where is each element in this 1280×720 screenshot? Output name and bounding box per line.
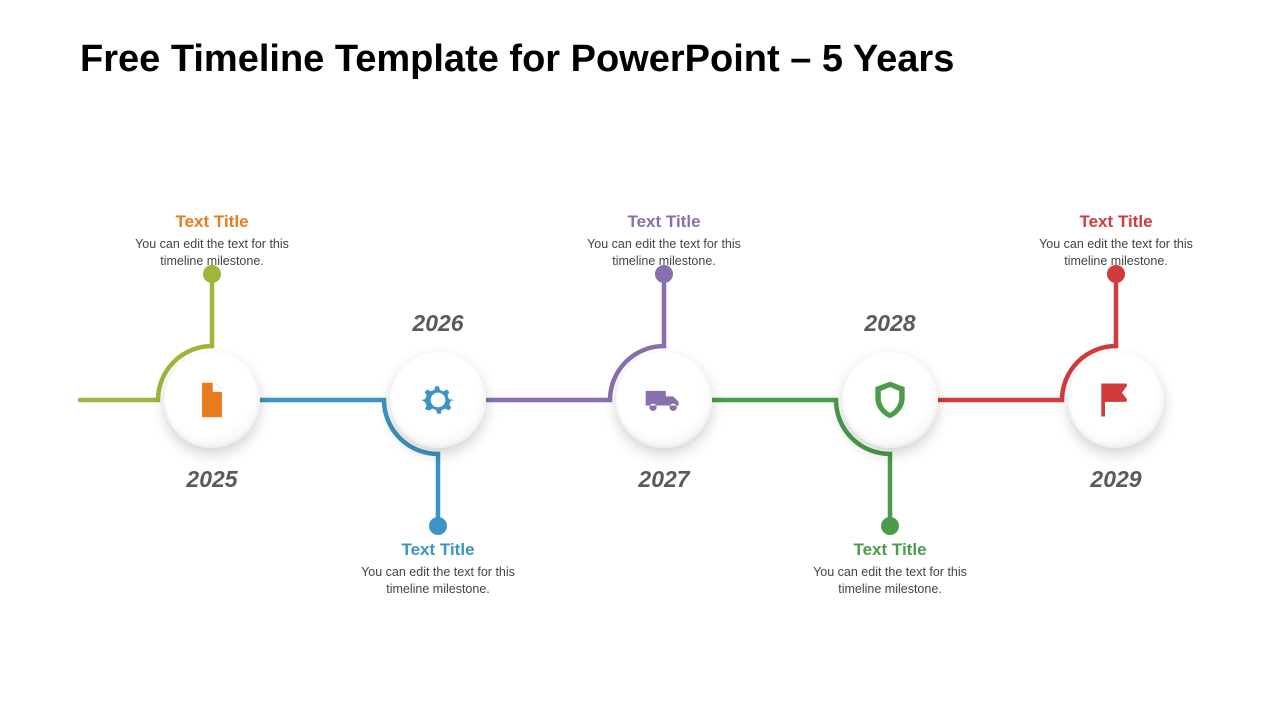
- year-label-2027: 2027: [604, 466, 724, 493]
- callout-2029: Text Title You can edit the text for thi…: [1016, 212, 1216, 270]
- milestone-node-2025: [164, 352, 260, 448]
- callout-title: Text Title: [1016, 212, 1216, 232]
- page-title: Free Timeline Template for PowerPoint – …: [80, 38, 954, 81]
- milestone-node-2026: [390, 352, 486, 448]
- year-label-2025: 2025: [152, 466, 272, 493]
- callout-2025: Text Title You can edit the text for thi…: [112, 212, 312, 270]
- milestone-node-2028: [842, 352, 938, 448]
- callout-desc: You can edit the text for this timeline …: [564, 236, 764, 270]
- callout-2027: Text Title You can edit the text for thi…: [564, 212, 764, 270]
- flag-icon: [1094, 378, 1138, 422]
- year-label-2026: 2026: [378, 310, 498, 337]
- callout-title: Text Title: [564, 212, 764, 232]
- gear-icon: [416, 378, 460, 422]
- document-icon: [190, 378, 234, 422]
- callout-title: Text Title: [112, 212, 312, 232]
- callout-desc: You can edit the text for this timeline …: [112, 236, 312, 270]
- callout-2028: Text Title You can edit the text for thi…: [790, 540, 990, 598]
- shield-icon: [868, 378, 912, 422]
- truck-icon: [642, 378, 686, 422]
- callout-dot-2026: [429, 517, 447, 535]
- milestone-node-2029: [1068, 352, 1164, 448]
- timeline-container: 2025 2026 2027 2028 2029 Text Title You …: [0, 140, 1280, 700]
- year-label-2028: 2028: [830, 310, 950, 337]
- callout-title: Text Title: [338, 540, 538, 560]
- callout-2026: Text Title You can edit the text for thi…: [338, 540, 538, 598]
- callout-desc: You can edit the text for this timeline …: [338, 564, 538, 598]
- callout-title: Text Title: [790, 540, 990, 560]
- callout-desc: You can edit the text for this timeline …: [1016, 236, 1216, 270]
- year-label-2029: 2029: [1056, 466, 1176, 493]
- milestone-node-2027: [616, 352, 712, 448]
- callout-dot-2028: [881, 517, 899, 535]
- callout-desc: You can edit the text for this timeline …: [790, 564, 990, 598]
